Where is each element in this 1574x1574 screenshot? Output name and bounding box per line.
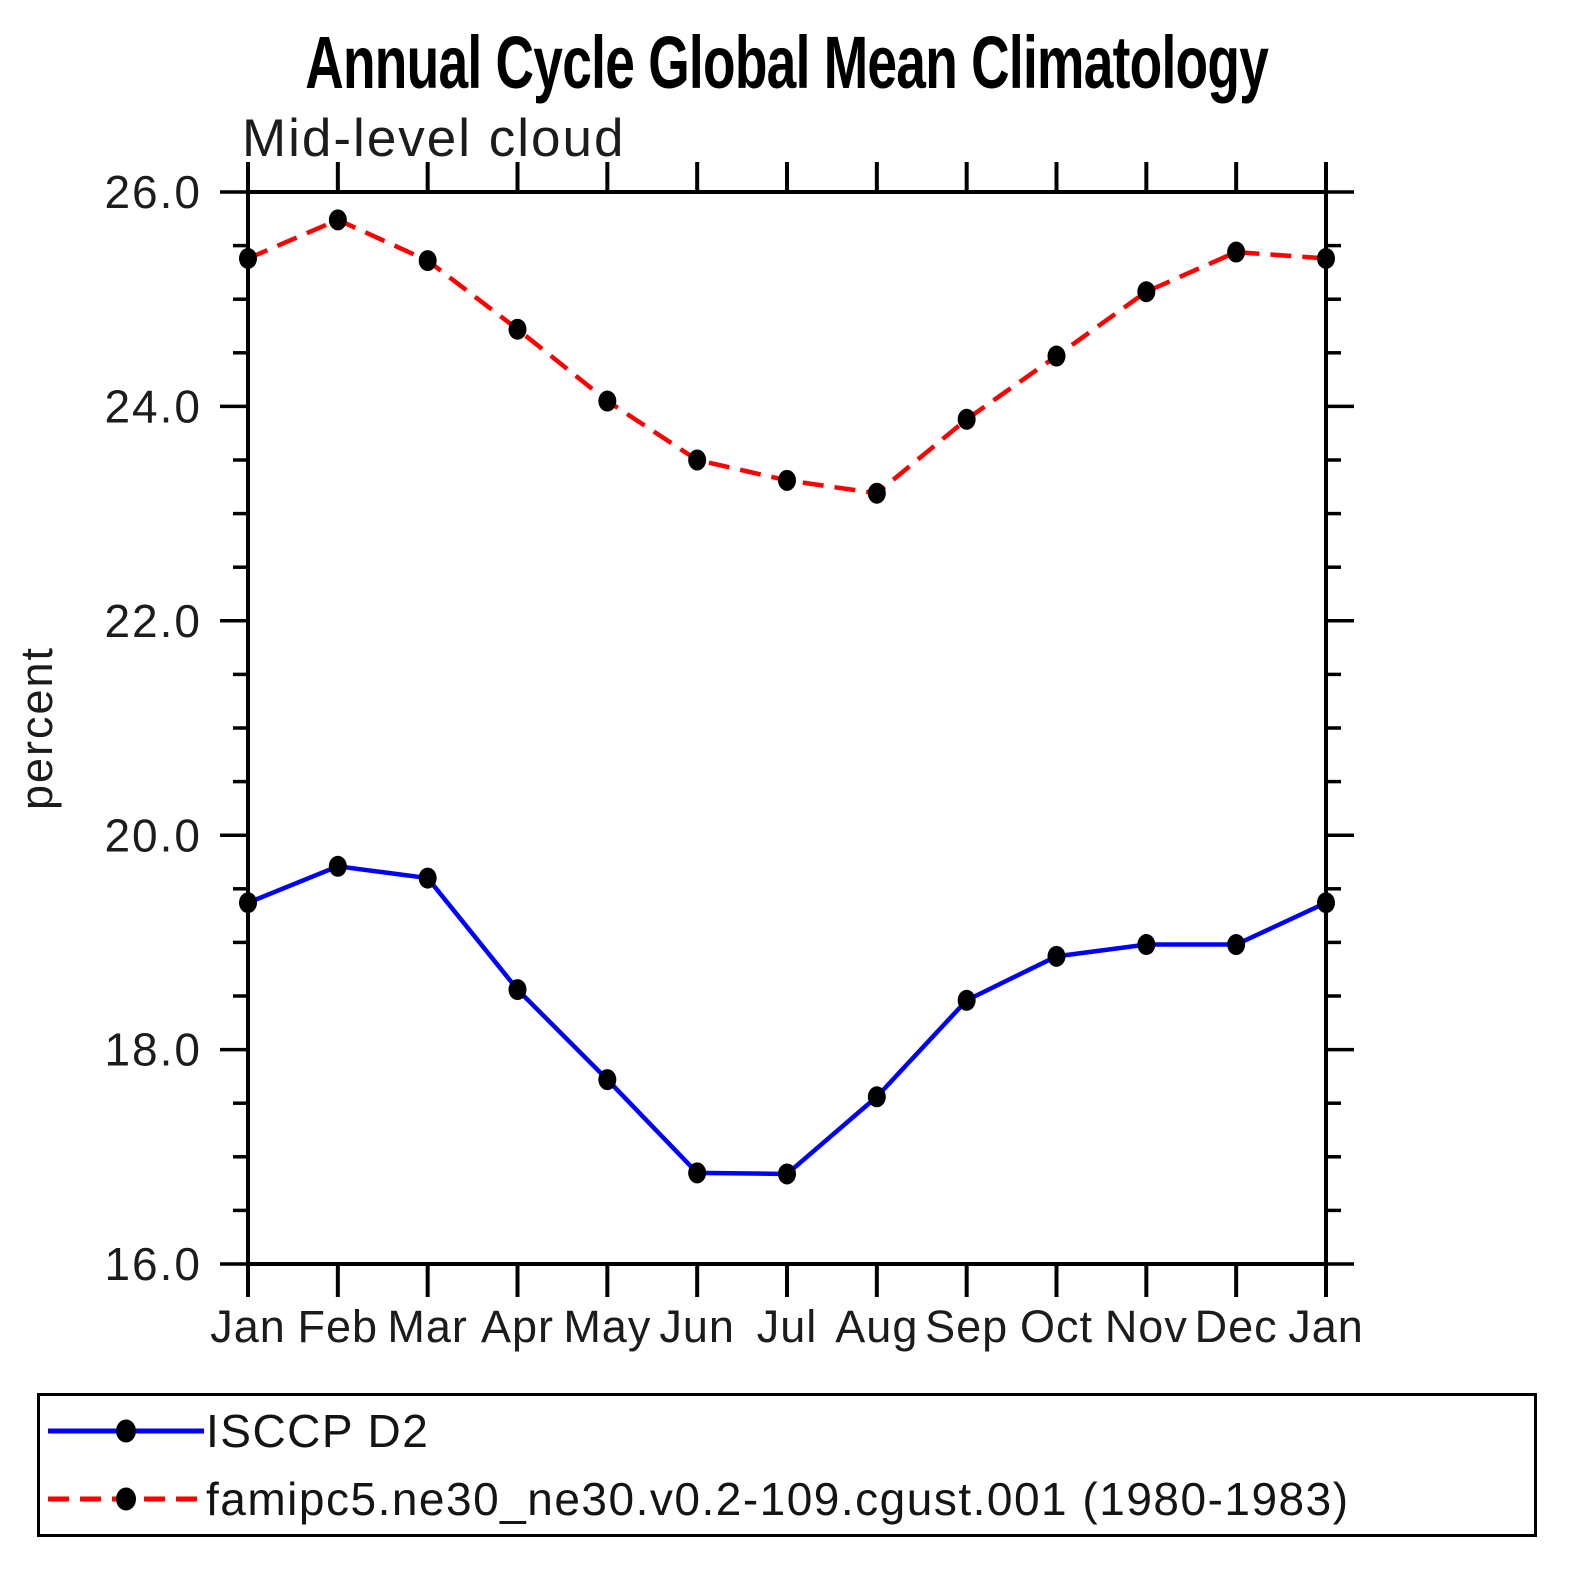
x-tick-label: Sep [925,1301,1008,1352]
series-marker-1 [867,482,886,504]
legend-label-model: famipc5.ne30_ne30.v0.2-109.cgust.001 (19… [206,1473,1350,1525]
legend-sample-1 [46,1476,206,1522]
series-marker-0 [598,1069,617,1091]
y-tick-label: 16.0 [104,1238,202,1290]
series-marker-0 [1137,934,1156,956]
x-tick-label: Dec [1195,1301,1278,1352]
legend-item-observation: ISCCP D2 [46,1402,1534,1460]
series-marker-1 [688,449,707,471]
y-tick-label: 18.0 [104,1024,202,1076]
x-tick-label: Jan [210,1301,286,1352]
series-marker-0 [1047,945,1066,967]
series-marker-0 [778,1163,796,1185]
series-marker-1 [328,209,347,231]
legend-sample-svg [48,1487,204,1511]
x-tick-label: Nov [1105,1301,1188,1352]
legend-sample-0 [46,1408,206,1454]
legend-sample-svg [48,1419,204,1443]
series-marker-1 [778,469,796,491]
y-tick-label: 22.0 [104,595,202,647]
series-marker-1 [418,250,437,272]
series-marker-1 [508,318,527,340]
legend-marker-0 [116,1419,136,1443]
series-marker-0 [867,1086,886,1108]
series-marker-1 [1227,241,1246,263]
series-marker-1 [1317,247,1335,269]
series-marker-1 [1137,281,1156,303]
x-tick-label: Aug [835,1301,918,1352]
x-tick-label: Feb [298,1301,379,1352]
legend-box: ISCCP D2 famipc5.ne30_ne30.v0.2-109.cgus… [37,1393,1537,1537]
y-tick-label: 24.0 [104,381,202,433]
series-marker-0 [418,867,437,889]
y-tick-label: 20.0 [104,809,202,861]
series-marker-0 [508,979,527,1001]
chart-title-text: Annual Cycle Global Mean Climatology [305,21,1270,104]
x-tick-label: May [563,1301,651,1352]
plot-frame [246,190,1328,1266]
chart-title: Annual Cycle Global Mean Climatology [0,20,1574,105]
series-marker-1 [239,247,257,269]
legend-label-observation: ISCCP D2 [206,1405,430,1457]
x-tick-label: Jul [757,1301,818,1352]
series-marker-1 [1047,345,1066,367]
series-marker-0 [688,1162,707,1184]
series-marker-0 [957,989,976,1011]
series-marker-1 [957,408,976,430]
series-marker-1 [598,390,617,412]
chart-subtitle: Mid-level cloud [242,109,626,168]
x-tick-label: Mar [387,1301,468,1352]
series-line-0 [247,863,1327,1177]
y-axis-title: percent [11,646,62,810]
x-tick-label: Oct [1020,1301,1093,1352]
x-tick-label: Jan [1288,1301,1364,1352]
x-tick-label: Jun [659,1301,735,1352]
legend-item-model: famipc5.ne30_ne30.v0.2-109.cgust.001 (19… [46,1470,1534,1528]
series-marker-0 [328,855,347,877]
x-tick-label: Apr [481,1301,554,1352]
series-line-1 [247,217,1327,496]
series-marker-0 [1317,892,1335,914]
legend-marker-1 [116,1487,136,1511]
series-marker-0 [1227,934,1246,956]
y-tick-label: 26.0 [104,166,202,218]
series-marker-0 [239,892,257,914]
